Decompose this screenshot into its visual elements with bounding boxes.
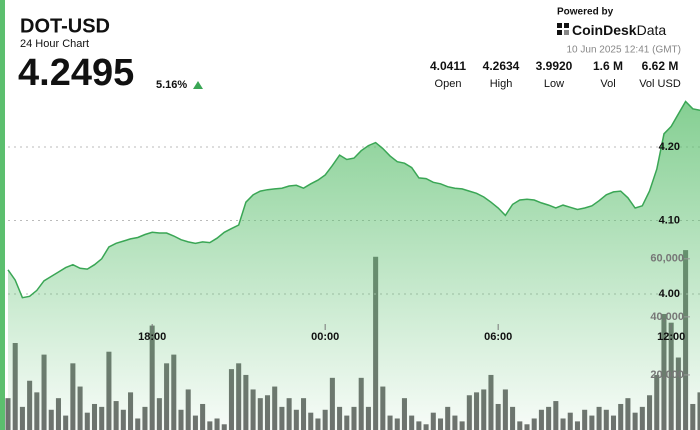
stat-label: Vol USD	[639, 78, 681, 90]
price-line	[7, 100, 700, 299]
up-arrow	[193, 81, 203, 89]
brand-name: CoinDesk	[572, 22, 637, 38]
stat-label: Low	[544, 78, 564, 90]
stat-label: High	[490, 78, 513, 90]
stat-value: 3.9920	[536, 59, 573, 73]
plot-area: 4.00 4.10 4.20 20,000 40,000 60,000 18:00 00:00…	[5, 100, 700, 430]
last-price: 4.2495	[18, 52, 134, 94]
chart-title: DOT-USD	[20, 15, 110, 37]
accent-bar	[0, 0, 5, 430]
x-tick-label: 18:00	[138, 331, 166, 343]
x-tick-label: 12:00	[657, 331, 685, 343]
logo-icon	[557, 23, 569, 35]
price-layer	[7, 100, 700, 430]
stat-label: Vol	[600, 78, 615, 90]
price-area	[8, 101, 700, 430]
x-tick-label: 00:00	[311, 331, 339, 343]
y2-tick-label: 40,000	[650, 311, 684, 323]
brand-suffix: Data	[637, 22, 667, 38]
y-tick-label: 4.20	[659, 141, 680, 153]
stat-label: Open	[435, 78, 462, 90]
stat-value: 1.6 M	[593, 59, 623, 73]
stat-value: 4.2634	[483, 59, 520, 73]
y-tick-label: 4.00	[659, 288, 680, 300]
x-tick-label: 06:00	[484, 331, 512, 343]
stat-value: 6.62 M	[642, 59, 679, 73]
change: 5.16%	[156, 79, 187, 91]
stats: 4.0411 Open 4.2634 High 3.9920 Low 1.6 M Vol 6.6…	[430, 59, 681, 90]
y-tick-label: 4.10	[659, 214, 680, 226]
y2-tick-label: 20,000	[650, 369, 684, 381]
brand: CoinDeskData	[572, 22, 666, 38]
stat-value: 4.0411	[430, 59, 466, 73]
y2-tick-label: 60,000	[650, 253, 684, 265]
powered-by: Powered by	[557, 7, 614, 18]
axis-layer: 4.00 4.10 4.20 20,000 40,000 60,000 18:00 00:00…	[138, 141, 690, 381]
timestamp: 10 Jun 2025 12:41 (GMT)	[566, 45, 681, 56]
chart-subtitle: 24 Hour Chart	[20, 38, 89, 50]
